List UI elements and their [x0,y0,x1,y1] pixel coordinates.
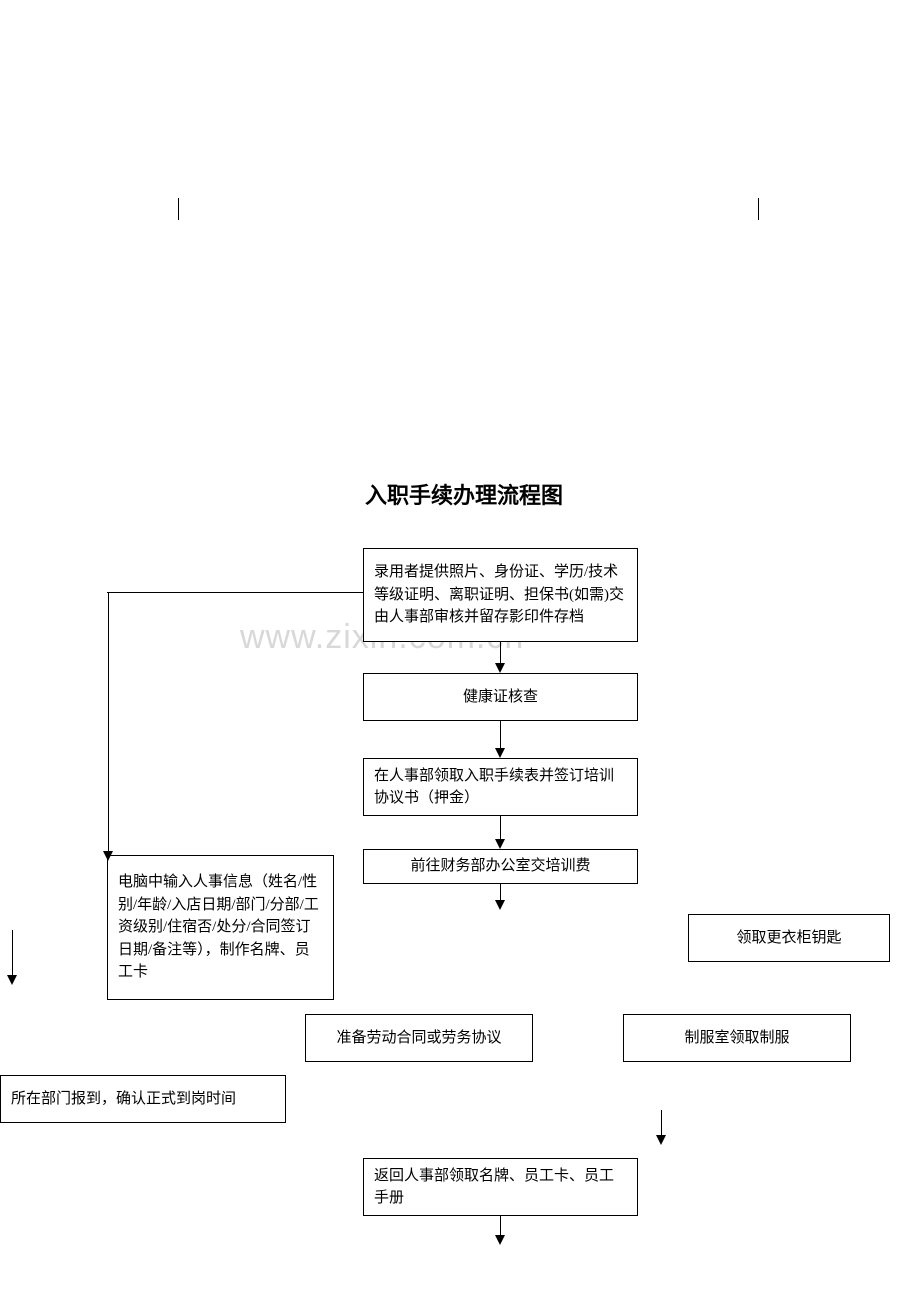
node-label: 准备劳动合同或劳务协议 [336,1027,501,1050]
node-label: 领取更衣柜钥匙 [736,927,841,950]
connector-line [12,930,13,977]
flowchart-node-n3: 在人事部领取入职手续表并签订培训协议书（押金） [363,758,638,816]
node-label: 所在部门报到，确认正式到岗时间 [11,1088,236,1111]
node-label: 健康证核查 [463,686,538,709]
flowchart-node-n5: 电脑中输入人事信息（姓名/性别/年龄/入店日期/部门/分部/工资级别/住宿否/处… [107,855,334,1000]
arrow-head-icon [7,975,17,985]
flowchart-node-n2: 健康证核查 [363,673,638,721]
arrow-head-icon [495,1235,505,1245]
arrow-head-icon [495,748,505,758]
connector-line [500,642,501,665]
node-label: 在人事部领取入职手续表并签订培训协议书（押金） [374,765,627,810]
arrow-head-icon [656,1135,666,1145]
flowchart-node-n6: 领取更衣柜钥匙 [688,914,890,962]
page-tick [758,198,759,220]
flowchart-node-n9: 所在部门报到，确认正式到岗时间 [0,1075,286,1123]
arrow-head-icon [495,663,505,673]
connector-line [661,1110,662,1137]
node-label: 制服室领取制服 [684,1027,789,1050]
page-tick [178,198,179,220]
flowchart-node-n7: 准备劳动合同或劳务协议 [305,1014,533,1062]
flowchart-node-n8: 制服室领取制服 [623,1014,851,1062]
connector-line [107,592,363,593]
node-label: 电脑中输入人事信息（姓名/性别/年龄/入店日期/部门/分部/工资级别/住宿否/处… [118,871,323,984]
connector-line [500,1216,501,1237]
arrow-head-icon [103,851,113,861]
flowchart-node-n1: 录用者提供照片、身份证、学历/技术等级证明、离职证明、担保书(如需)交由人事部审… [363,548,638,642]
connector-line [500,721,501,750]
arrow-head-icon [495,839,505,849]
flowchart-node-n10: 返回人事部领取名牌、员工卡、员工手册 [363,1158,638,1216]
flowchart-node-n4: 前往财务部办公室交培训费 [363,849,638,884]
connector-line [108,592,109,855]
node-label: 返回人事部领取名牌、员工卡、员工手册 [374,1165,627,1210]
connector-line [500,816,501,841]
node-label: 前往财务部办公室交培训费 [410,855,590,878]
arrow-head-icon [495,900,505,910]
node-label: 录用者提供照片、身份证、学历/技术等级证明、离职证明、担保书(如需)交由人事部审… [374,561,627,629]
flowchart-title: 入职手续办理流程图 [365,478,563,510]
